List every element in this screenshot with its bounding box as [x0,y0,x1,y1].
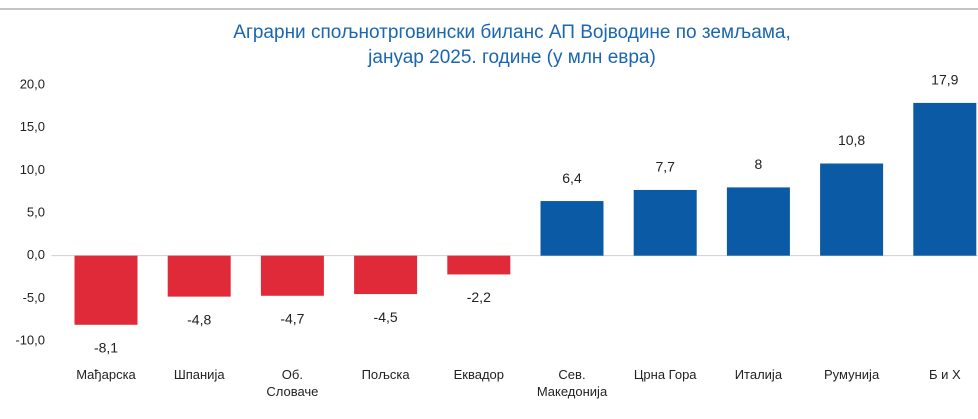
x-tick-label: Сев. Македонија [536,367,608,399]
chart-title: Аграрни спољнотрговински биланс АП Војво… [233,22,791,68]
data-label: 6,4 [562,170,582,186]
y-tick-label: 10,0 [20,162,45,177]
x-tick-label: Еквадор [453,367,504,382]
x-tick-label: Румунија [824,367,880,382]
data-label: -4,5 [374,309,398,325]
x-tick-label: Об. Словаче [266,367,319,399]
bar [167,255,231,297]
x-tick-label: Италија [734,367,783,382]
bar [447,255,511,275]
data-label: -2,2 [467,289,491,305]
y-tick-label: 5,0 [27,204,45,219]
bar [260,255,324,296]
x-tick-label: Шпанија [173,367,225,382]
y-tick-label: 20,0 [20,76,45,91]
y-tick-label: -5,0 [23,290,45,305]
x-tick-label: Црна Гора [633,367,697,382]
data-label: 10,8 [838,132,865,148]
x-tick-label: Пољска [361,367,410,382]
bar [726,187,790,256]
bar [74,255,138,325]
data-label: -8,1 [94,339,118,355]
y-tick-label: -10,0 [15,332,45,347]
x-tick-label: Мађарска [76,367,136,382]
data-label: 7,7 [655,159,675,175]
data-label: -4,8 [187,311,211,327]
y-tick-label: 15,0 [20,119,45,134]
data-label: -4,7 [280,310,304,326]
y-tick-label: 0,0 [27,247,45,262]
bar [820,163,884,256]
bar [913,102,977,256]
bar [633,189,697,256]
data-label: 17,9 [931,72,958,88]
data-label: 8 [755,156,763,172]
x-tick-label: Б и Х [928,367,961,382]
bar [354,255,418,295]
bar [540,201,604,256]
